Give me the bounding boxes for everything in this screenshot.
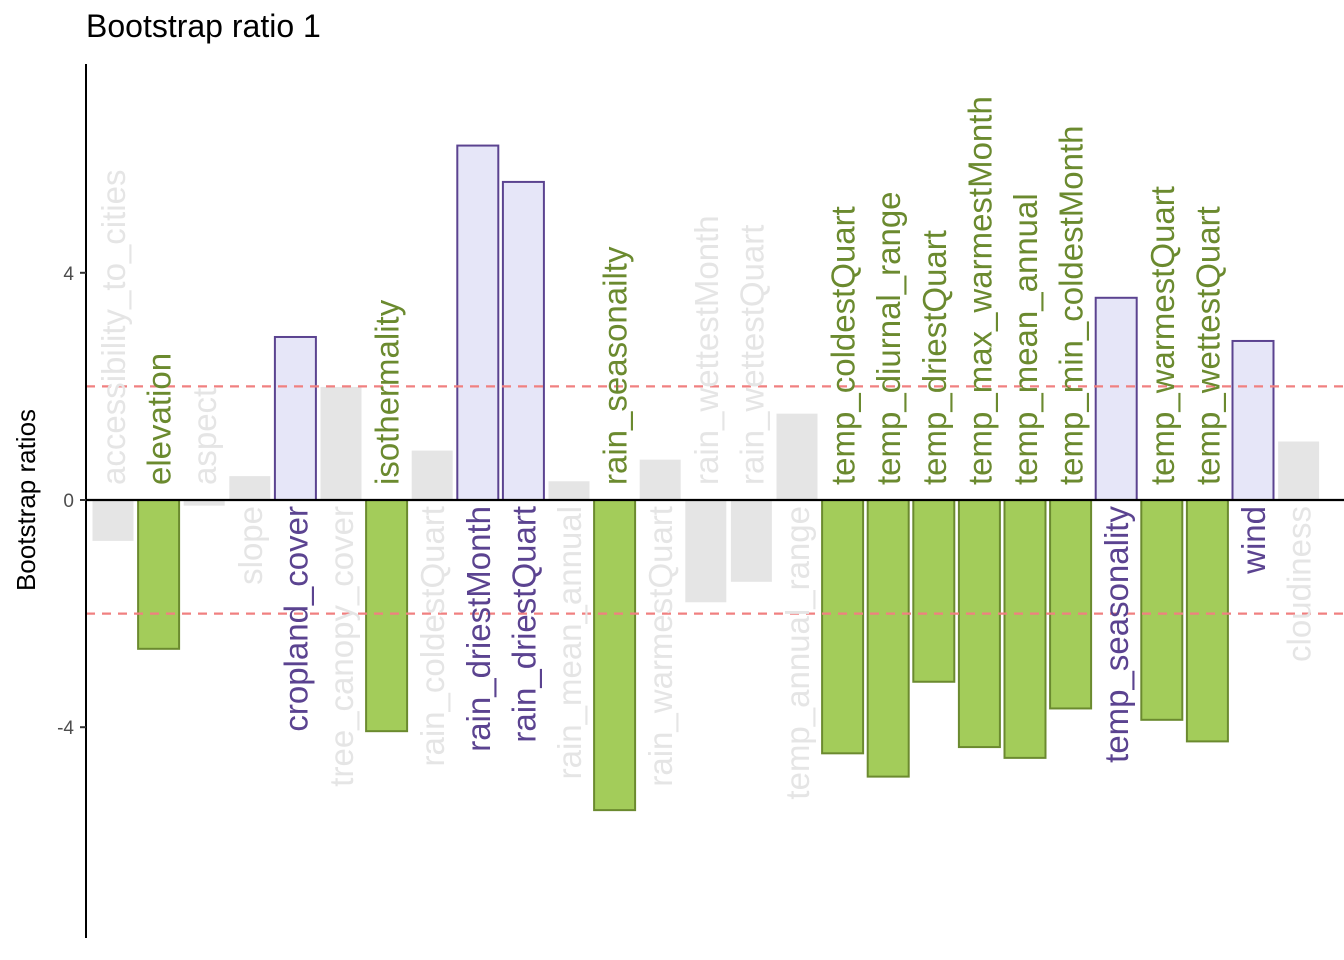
bar-labels: accessibility_to_cities elevation aspectsl… [95,96,1318,799]
bar-label: temp_min_coldestMonth [1053,125,1090,485]
bar [137,499,181,650]
bar [593,499,637,812]
bar-label: rain_warmestQuart [642,506,679,787]
bar-label: rain_mean_annual [551,506,588,779]
bar-label: temp_mean_annual [1007,193,1044,485]
bar [320,386,362,500]
bar-label: wind [1235,506,1272,575]
bar-label: rain_wettestMonth [688,215,725,485]
bar-label: rain_wettestQuart [733,225,770,485]
bar-label: elevation [141,353,178,485]
y-tick-label: 0 [63,491,74,512]
bar [229,476,271,500]
bar-label: cloudiness [1281,506,1318,662]
bar [639,459,681,500]
bar [957,499,1001,749]
y-tick-label: -4 [57,718,74,739]
axes: -4 0 4 [57,64,1344,938]
bar-label: rain_driestQuart [505,506,542,743]
bar [730,500,772,582]
bar [1231,339,1275,501]
bar [456,144,500,501]
bar-label: temp_diurnal_range [870,191,907,485]
bar-label: rain_seasonailty [597,246,634,485]
bar-label: cropland_cover [277,506,314,732]
bars-layer [92,144,1320,812]
y-tick-label: 4 [63,264,74,285]
bar [685,500,727,603]
bar-label: temp_annual_range [779,506,816,800]
bar [92,500,134,541]
bar-label: isothermality [369,299,406,485]
bar-label: rain_driestMonth [460,506,497,752]
bar-label: slope [232,506,269,585]
bar-label: temp_warmestQuart [1144,186,1181,485]
bar [548,481,590,500]
bar [273,335,317,502]
bar-label: rain_coldestQuart [414,506,451,766]
bar-label: accessibility_to_cities [95,170,132,485]
bar-label: aspect [186,388,223,485]
bar [821,499,865,755]
chart-title: Bootstrap ratio 1 [86,8,321,44]
bar [1278,441,1320,500]
bar [776,413,818,500]
y-axis-title: Bootstrap ratios [11,409,41,591]
bar-label: tree_canopy_cover [323,506,360,787]
bar-label: temp_driestQuart [916,230,953,485]
bar-label: temp_seasonality [1098,506,1135,763]
bar [365,499,409,733]
bar-label: temp_wettestQuart [1189,206,1226,485]
bar [1003,499,1047,759]
bar [866,499,910,778]
bar [1094,296,1138,501]
threshold-lines [86,385,1344,615]
bar [411,450,453,500]
bar [1185,499,1229,743]
bar [1049,499,1093,710]
bar [501,180,545,501]
bar [912,499,956,683]
bar [183,500,225,506]
bar-label: temp_coldestQuart [825,206,862,485]
bar [1140,499,1184,721]
bar-label: temp_max_warmestMonth [961,96,998,485]
